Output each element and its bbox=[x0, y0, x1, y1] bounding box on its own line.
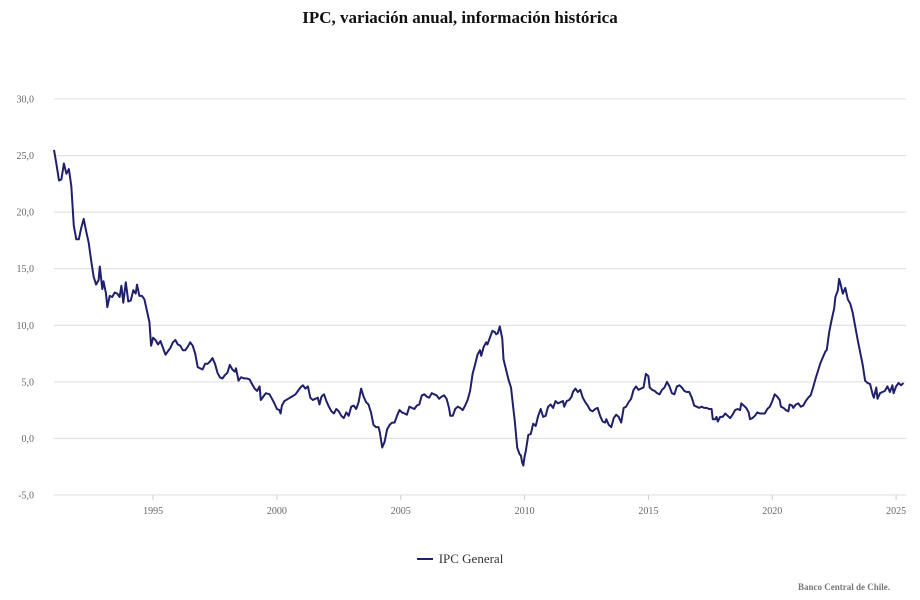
x-tick-label: 2025 bbox=[886, 506, 906, 517]
credit-text: Banco Central de Chile. bbox=[798, 582, 890, 592]
y-tick-label: 10,0 bbox=[17, 321, 35, 332]
y-axis-labels: -5,0 0,0 5,0 10,0 15,0 20,0 25,0 30,0 bbox=[17, 95, 35, 502]
x-tick-label: 2000 bbox=[267, 506, 287, 517]
x-tick-label: 2020 bbox=[762, 506, 782, 517]
chart-title: IPC, variación anual, información histór… bbox=[302, 8, 618, 27]
x-tick-label: 2015 bbox=[638, 506, 658, 517]
grid bbox=[54, 98, 906, 496]
y-tick-label: 5,0 bbox=[22, 377, 35, 388]
y-tick-label: 0,0 bbox=[22, 434, 35, 445]
legend-swatch bbox=[416, 558, 433, 561]
legend[interactable]: IPC General bbox=[0, 551, 920, 567]
legend-label: IPC General bbox=[438, 551, 504, 566]
y-tick-label: 25,0 bbox=[17, 151, 35, 162]
x-tick-label: 1995 bbox=[143, 506, 163, 517]
y-tick-label: -5,0 bbox=[18, 491, 34, 502]
series-line-ipc-general[interactable] bbox=[53, 149, 905, 467]
y-tick-label: 30,0 bbox=[17, 95, 35, 106]
x-tick-label: 2010 bbox=[515, 506, 535, 517]
y-tick-label: 20,0 bbox=[17, 208, 35, 219]
series-layer bbox=[53, 149, 905, 467]
y-tick-label: 15,0 bbox=[17, 264, 35, 275]
x-tick-label: 2005 bbox=[391, 506, 411, 517]
x-axis-labels: 1995 2000 2005 2010 2015 2020 2025 bbox=[143, 495, 906, 517]
